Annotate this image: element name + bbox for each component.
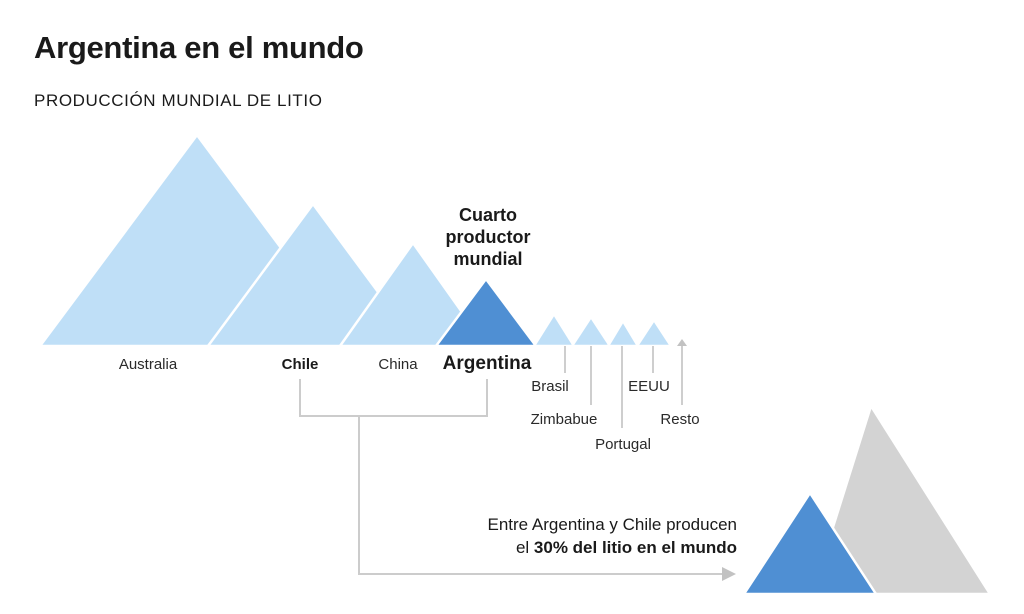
annotation-line-1: Cuarto xyxy=(459,205,517,225)
mountain-zimbabue xyxy=(570,315,612,348)
label-portugal: Portugal xyxy=(595,436,651,453)
label-china: China xyxy=(378,356,418,373)
bracket-line xyxy=(299,379,722,575)
mountain-eeuu xyxy=(635,318,673,348)
label-argentina: Argentina xyxy=(443,353,532,374)
mountain-rest-world xyxy=(810,404,992,596)
leader-lines xyxy=(564,345,683,428)
chart-subtitle: PRODUCCIÓN MUNDIAL DE LITIO xyxy=(34,91,323,110)
label-resto: Resto xyxy=(660,411,699,428)
chart-title: Argentina en el mundo xyxy=(34,30,364,65)
combined-text-bold: 30% del litio en el mundo xyxy=(534,538,737,557)
combined-text-plain: el xyxy=(516,538,529,557)
combined-text-line-1: Entre Argentina y Chile producen xyxy=(488,515,738,534)
resto-arrow xyxy=(677,339,687,346)
annotation-line-3: mundial xyxy=(453,249,522,269)
annotation-line-2: productor xyxy=(446,227,531,247)
bracket-arrowhead xyxy=(722,567,736,581)
label-zimbabue: Zimbabue xyxy=(531,411,598,428)
mountain-argentina xyxy=(434,277,538,348)
label-australia: Australia xyxy=(119,356,178,373)
label-brasil: Brasil xyxy=(531,378,569,395)
label-eeuu: EEUU xyxy=(628,378,670,395)
mountain-brasil xyxy=(532,312,576,348)
mountain-portugal xyxy=(606,319,640,348)
mountain-chile-argentina xyxy=(742,491,878,596)
label-chile: Chile xyxy=(282,356,319,373)
mountain-china xyxy=(338,241,488,348)
combined-text-line-2: el 30% del litio en el mundo xyxy=(516,538,737,557)
